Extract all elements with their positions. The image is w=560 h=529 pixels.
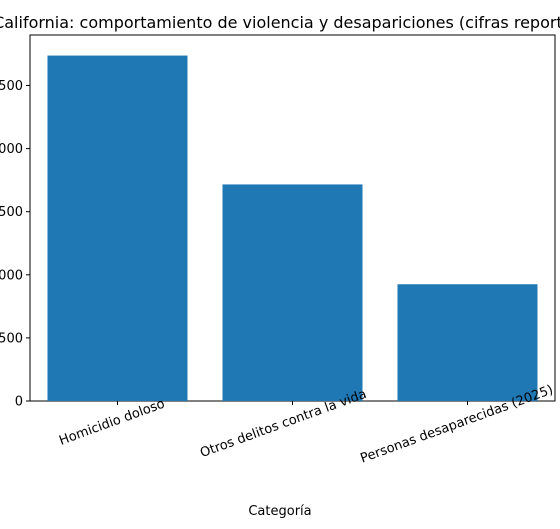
y-tick-label: 1500 [0, 205, 23, 220]
x-axis-label: Categoría [248, 504, 311, 519]
bars [47, 55, 538, 402]
bar-1 [47, 55, 188, 402]
y-tick-label: 1000 [0, 268, 23, 283]
x-tick-label: Homicidio doloso [57, 397, 167, 449]
bar-2 [222, 184, 363, 401]
y-tick-label: 2000 [0, 142, 23, 157]
y-tick-label: 0 [15, 395, 23, 410]
bar-3 [397, 284, 538, 401]
y-tick-label: 500 [0, 331, 23, 346]
y-tick-label: 2500 [0, 79, 23, 94]
chart-title: Baja California: comportamiento de viole… [0, 13, 560, 32]
y-axis: 0 500 1000 1500 2000 2500 [0, 79, 30, 410]
